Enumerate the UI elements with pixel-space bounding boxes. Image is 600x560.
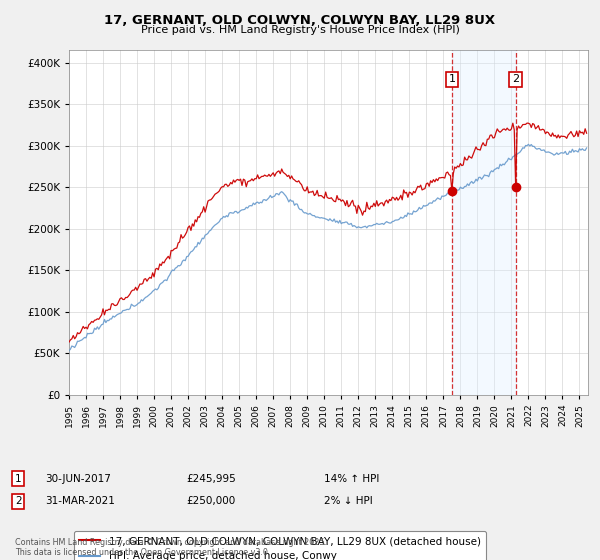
Text: 2% ↓ HPI: 2% ↓ HPI bbox=[324, 496, 373, 506]
Text: 17, GERNANT, OLD COLWYN, COLWYN BAY, LL29 8UX: 17, GERNANT, OLD COLWYN, COLWYN BAY, LL2… bbox=[104, 14, 496, 27]
Legend: 17, GERNANT, OLD COLWYN, COLWYN BAY, LL29 8UX (detached house), HPI: Average pri: 17, GERNANT, OLD COLWYN, COLWYN BAY, LL2… bbox=[74, 531, 486, 560]
Text: £250,000: £250,000 bbox=[186, 496, 235, 506]
Text: Contains HM Land Registry data © Crown copyright and database right 2025.
This d: Contains HM Land Registry data © Crown c… bbox=[15, 538, 327, 557]
Text: 1: 1 bbox=[15, 474, 22, 484]
Text: 2: 2 bbox=[15, 496, 22, 506]
Text: 14% ↑ HPI: 14% ↑ HPI bbox=[324, 474, 379, 484]
Text: Price paid vs. HM Land Registry's House Price Index (HPI): Price paid vs. HM Land Registry's House … bbox=[140, 25, 460, 35]
Text: 2: 2 bbox=[512, 74, 519, 85]
Bar bbox=[452, 50, 515, 395]
Text: £245,995: £245,995 bbox=[186, 474, 236, 484]
Text: 1: 1 bbox=[448, 74, 455, 85]
Text: 31-MAR-2021: 31-MAR-2021 bbox=[45, 496, 115, 506]
Text: 30-JUN-2017: 30-JUN-2017 bbox=[45, 474, 111, 484]
